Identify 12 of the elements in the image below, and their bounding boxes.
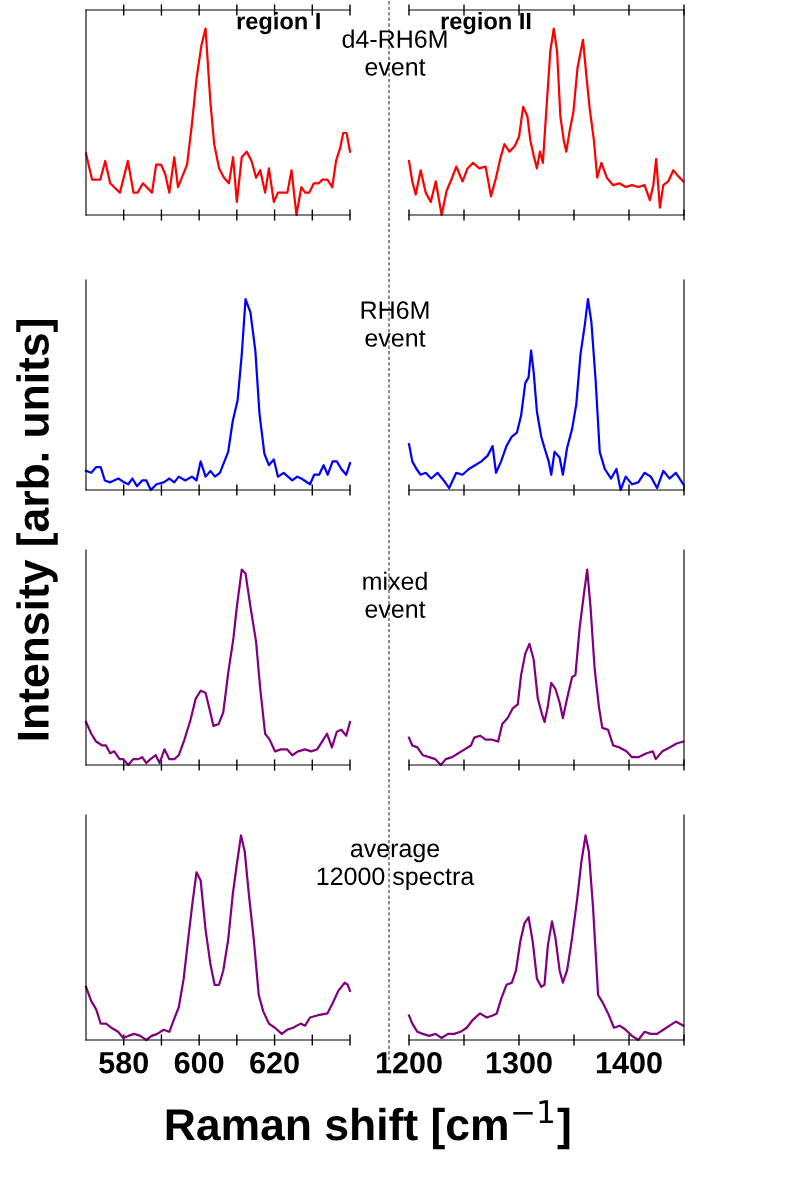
chart-title: region I (237, 12, 320, 35)
x-tick-label: 580 (99, 1051, 148, 1074)
annotation: RH6M event (361, 301, 429, 347)
x-axis-title: Raman shift [cm$^{−1}$] (166, 1100, 570, 1150)
x-tick-label: 620 (250, 1051, 299, 1074)
annotation: average 12000 spectra (317, 843, 475, 891)
x-tick-label: 1400 (596, 1051, 662, 1074)
y-axis-title: Intensity [arb. units] (16, 320, 58, 740)
x-tick-label: 1200 (376, 1051, 442, 1074)
x-tick-label: 1300 (486, 1051, 552, 1074)
x-tick-label: 600 (174, 1051, 224, 1074)
annotation: mixed event (363, 571, 427, 618)
